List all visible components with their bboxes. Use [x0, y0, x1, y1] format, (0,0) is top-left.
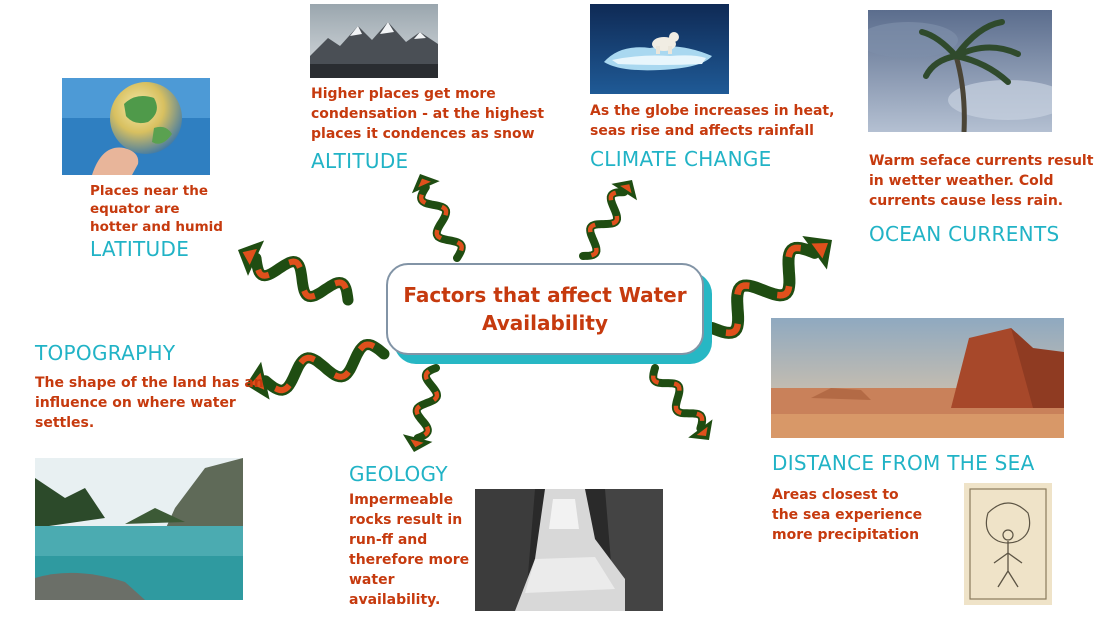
arrow-to-latitude	[238, 241, 348, 301]
desert-landscape-photo	[771, 318, 1064, 438]
description-line: Higher places get more	[311, 84, 544, 104]
description-line: the sea experience	[772, 505, 922, 525]
central-topic: Factors that affect Water Availability	[386, 263, 706, 359]
description-line: availability.	[349, 590, 469, 610]
altitude-description: Higher places get more condensation - at…	[311, 84, 544, 144]
geology-title: GEOLOGY	[349, 462, 448, 486]
central-topic-box: Factors that affect Water Availability	[386, 263, 704, 355]
arrow-to-geology	[403, 368, 437, 452]
description-line: equator are	[90, 200, 223, 218]
arrow-ribbon	[421, 187, 462, 258]
description-line: water	[349, 570, 469, 590]
mountain-lake-photo	[35, 458, 243, 600]
description-line: condensation - at the highest	[311, 104, 544, 124]
geology-description: Impermeable rocks result in run-ff and t…	[349, 490, 469, 610]
arrow-ribbon	[256, 258, 348, 300]
latitude-title: LATITUDE	[90, 237, 189, 261]
distance-from-sea-title: DISTANCE FROM THE SEA	[772, 451, 1035, 475]
description-line: seas rise and affects rainfall	[590, 121, 834, 141]
description-line: therefore more	[349, 550, 469, 570]
topography-description: The shape of the land has an influence o…	[35, 373, 264, 433]
latitude-description: Places near the equator are hotter and h…	[90, 182, 223, 236]
description-line: Impermeable	[349, 490, 469, 510]
arrow-ribbon	[653, 368, 702, 429]
arrow-ribbon	[583, 192, 624, 256]
description-line: Areas closest to	[772, 485, 922, 505]
arrow-to-topography	[246, 345, 384, 400]
description-line: Places near the	[90, 182, 223, 200]
climate-change-description: As the globe increases in heat, seas ris…	[590, 101, 834, 141]
central-topic-line-1: Factors that affect Water	[403, 281, 686, 309]
snowy-mountains-photo	[310, 4, 438, 78]
altitude-title: ALTITUDE	[311, 149, 408, 173]
arrow-to-distance-from-sea	[653, 368, 712, 440]
distance-from-sea-description: Areas closest to the sea experience more…	[772, 485, 922, 545]
waterfall-photo	[475, 489, 663, 611]
description-line: settles.	[35, 413, 264, 433]
arrow-to-climate-change	[583, 180, 637, 256]
globe-in-hand-photo	[62, 78, 210, 175]
arrow-to-altitude	[412, 174, 462, 258]
description-line: The shape of the land has an	[35, 373, 264, 393]
description-line: rocks result in	[349, 510, 469, 530]
desert-sketch-photo	[964, 483, 1052, 605]
description-line: places it condences as snow	[311, 124, 544, 144]
description-line: Warm seface currents result	[869, 151, 1093, 171]
ocean-currents-description: Warm seface currents result in wetter we…	[869, 151, 1093, 211]
palm-tree-in-storm-photo	[868, 10, 1052, 132]
polar-bear-on-ice-photo	[590, 4, 729, 94]
description-line: currents cause less rain.	[869, 191, 1093, 211]
description-line: hotter and humid	[90, 218, 223, 236]
ocean-currents-title: OCEAN CURRENTS	[869, 222, 1059, 246]
central-topic-line-2: Availability	[482, 309, 608, 337]
climate-change-title: CLIMATE CHANGE	[590, 147, 772, 171]
description-line: As the globe increases in heat,	[590, 101, 834, 121]
description-line: run-ff and	[349, 530, 469, 550]
arrow-ribbon	[265, 345, 384, 391]
description-line: more precipitation	[772, 525, 922, 545]
description-line: influence on where water	[35, 393, 264, 413]
description-line: in wetter weather. Cold	[869, 171, 1093, 191]
topography-title: TOPOGRAPHY	[35, 341, 175, 365]
